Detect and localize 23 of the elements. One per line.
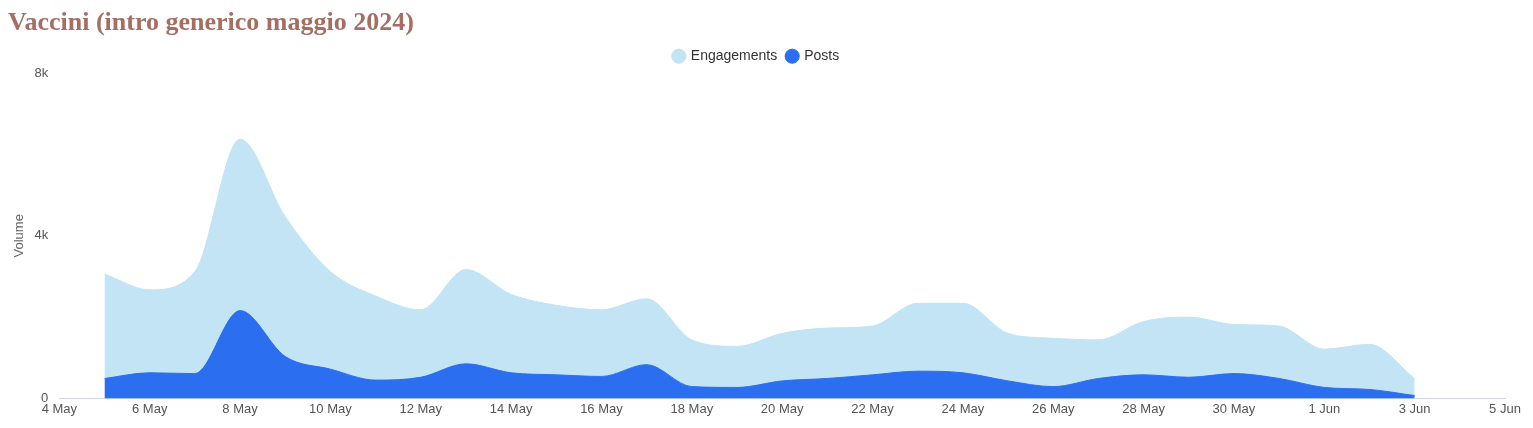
x-tick-label: 18 May	[670, 400, 714, 416]
y-tick-label: 0	[41, 389, 49, 405]
x-tick-label: 14 May	[489, 400, 533, 416]
x-tick-label: 22 May	[851, 400, 895, 416]
y-tick-label: 4k	[34, 227, 49, 243]
x-tick-label: 3 Jun	[1398, 400, 1431, 416]
x-tick-label: 20 May	[760, 400, 804, 416]
x-tick-label: 16 May	[580, 400, 624, 416]
x-tick-label: 12 May	[399, 400, 443, 416]
legend-label: Posts	[804, 47, 840, 64]
y-tick-label: 8k	[34, 64, 49, 80]
legend-label: Engagements	[690, 47, 778, 64]
x-tick-label: 8 May	[222, 400, 259, 416]
x-tick-label: 6 May	[131, 400, 168, 416]
x-tick-label: 26 May	[1031, 400, 1076, 416]
x-tick-label: 10 May	[309, 400, 353, 416]
x-tick-label: 1 Jun	[1308, 400, 1341, 416]
x-tick-label: 5 Jun	[1489, 400, 1521, 416]
x-tick-label: 30 May	[1212, 400, 1256, 416]
y-axis-title: Volume	[11, 214, 27, 258]
chart-title: Vaccini (intro generico maggio 2024)	[8, 7, 414, 37]
x-tick-label: 24 May	[941, 400, 985, 416]
x-tick-label: 28 May	[1122, 400, 1166, 416]
